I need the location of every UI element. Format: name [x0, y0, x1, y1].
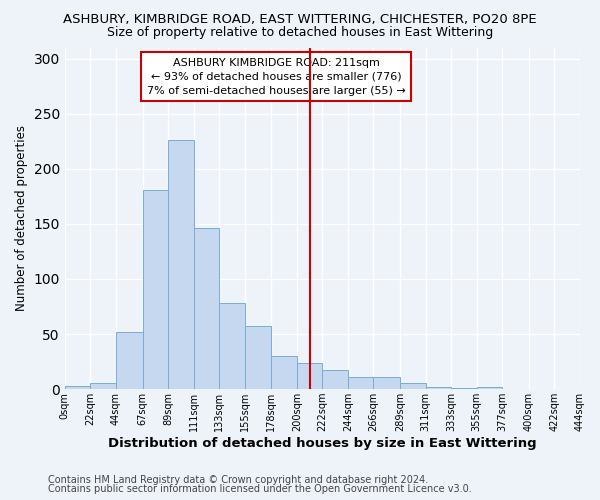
Text: Contains HM Land Registry data © Crown copyright and database right 2024.: Contains HM Land Registry data © Crown c… [48, 475, 428, 485]
Text: ASHBURY KIMBRIDGE ROAD: 211sqm
← 93% of detached houses are smaller (776)
7% of : ASHBURY KIMBRIDGE ROAD: 211sqm ← 93% of … [146, 58, 406, 96]
Bar [373, 377, 400, 389]
Y-axis label: Number of detached properties: Number of detached properties [15, 126, 28, 312]
Bar [194, 228, 219, 389]
Bar [219, 303, 245, 389]
Bar [477, 387, 502, 389]
Bar [348, 377, 373, 389]
Bar [425, 387, 451, 389]
Bar [116, 332, 143, 389]
Bar [65, 386, 91, 389]
Bar [322, 370, 348, 389]
Bar [400, 382, 425, 389]
Bar [143, 190, 168, 389]
Bar [271, 356, 297, 389]
Bar [91, 382, 116, 389]
Bar [245, 326, 271, 389]
Text: Size of property relative to detached houses in East Wittering: Size of property relative to detached ho… [107, 26, 493, 39]
Text: ASHBURY, KIMBRIDGE ROAD, EAST WITTERING, CHICHESTER, PO20 8PE: ASHBURY, KIMBRIDGE ROAD, EAST WITTERING,… [63, 12, 537, 26]
X-axis label: Distribution of detached houses by size in East Wittering: Distribution of detached houses by size … [108, 437, 537, 450]
Bar [451, 388, 477, 389]
Bar [168, 140, 194, 389]
Bar [297, 362, 322, 389]
Text: Contains public sector information licensed under the Open Government Licence v3: Contains public sector information licen… [48, 484, 472, 494]
